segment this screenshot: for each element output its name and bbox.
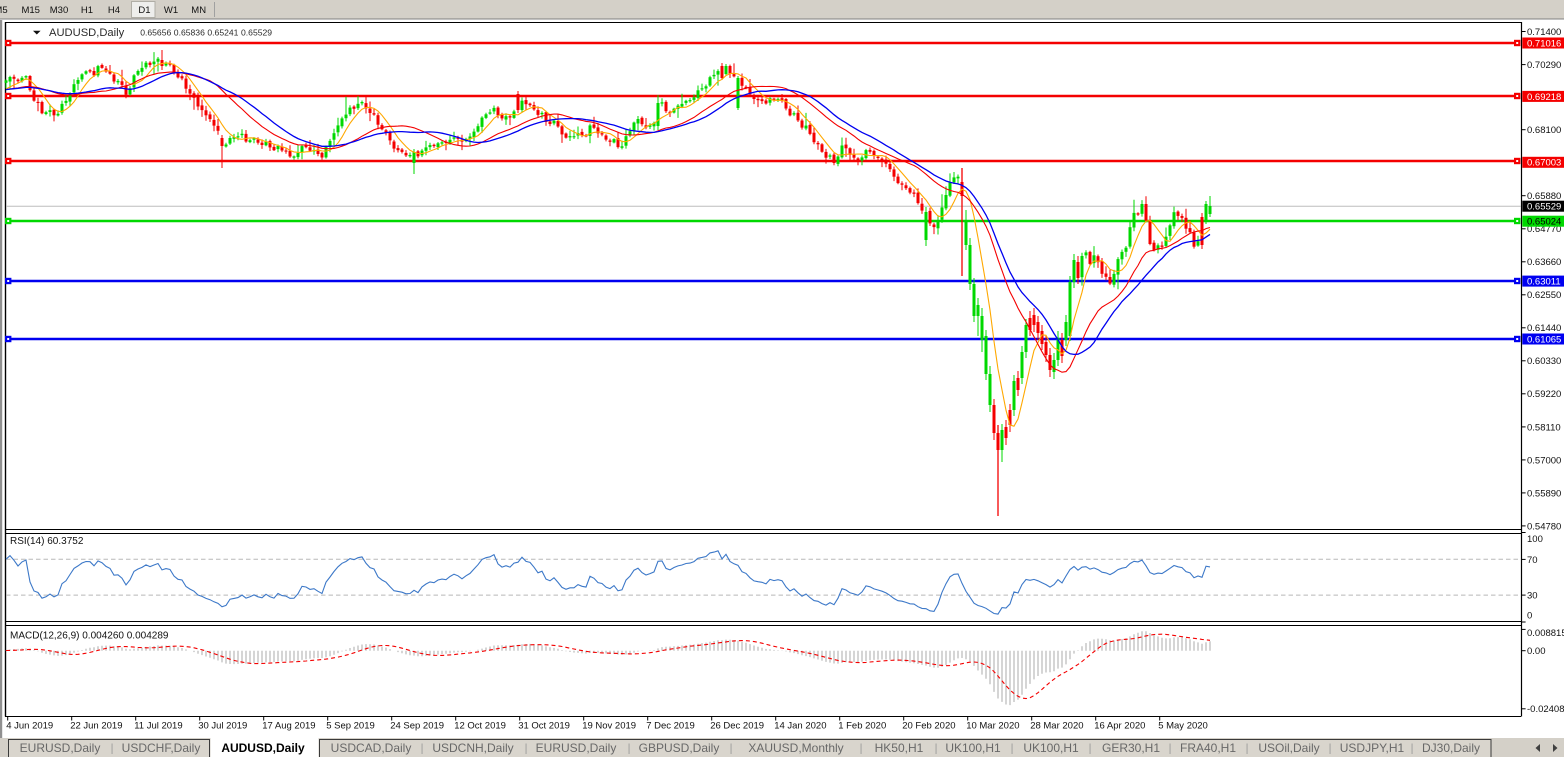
svg-text:0.008815: 0.008815: [1527, 628, 1564, 639]
svg-text:|: |: [111, 743, 114, 755]
svg-text:26 Dec 2019: 26 Dec 2019: [710, 721, 764, 732]
svg-text:|: |: [1089, 743, 1092, 755]
svg-text:USDCNH,Daily: USDCNH,Daily: [432, 741, 513, 755]
svg-text:10 Mar 2020: 10 Mar 2020: [966, 721, 1019, 732]
svg-text:USDCHF,Daily: USDCHF,Daily: [122, 741, 201, 755]
svg-text:0.65656: 0.65656: [140, 27, 171, 37]
svg-text:24 Sep 2019: 24 Sep 2019: [390, 721, 444, 732]
svg-text:HK50,H1: HK50,H1: [875, 741, 924, 755]
svg-text:M15: M15: [21, 5, 39, 16]
svg-text:AUDUSD,Daily: AUDUSD,Daily: [221, 741, 305, 755]
svg-text:1 Feb 2020: 1 Feb 2020: [838, 721, 886, 732]
svg-text:|: |: [525, 743, 528, 755]
svg-text:16 Apr 2020: 16 Apr 2020: [1094, 721, 1145, 732]
svg-text:0.65241: 0.65241: [207, 27, 238, 37]
svg-text:0: 0: [1527, 611, 1532, 622]
svg-text:4 Jun 2019: 4 Jun 2019: [6, 721, 53, 732]
svg-text:EURUSD,Daily: EURUSD,Daily: [536, 741, 617, 755]
svg-text:USOil,Daily: USOil,Daily: [1258, 741, 1319, 755]
svg-text:|: |: [935, 743, 938, 755]
svg-text:14 Jan 2020: 14 Jan 2020: [774, 721, 826, 732]
svg-text:0.57000: 0.57000: [1527, 455, 1561, 466]
svg-text:0.54780: 0.54780: [1527, 521, 1561, 532]
svg-text:|: |: [730, 743, 733, 755]
svg-text:0.63011: 0.63011: [1527, 277, 1561, 288]
svg-text:0.55890: 0.55890: [1527, 488, 1561, 499]
svg-text:|: |: [421, 743, 424, 755]
svg-text:0.65024: 0.65024: [1527, 217, 1561, 228]
svg-text:USDCAD,Daily: USDCAD,Daily: [331, 741, 412, 755]
svg-text:17 Aug 2019: 17 Aug 2019: [262, 721, 315, 732]
svg-text:19 Nov 2019: 19 Nov 2019: [582, 721, 636, 732]
svg-text:0.63660: 0.63660: [1527, 257, 1561, 268]
svg-text:AUDUSD,Daily: AUDUSD,Daily: [49, 27, 125, 39]
svg-text:0.59220: 0.59220: [1527, 389, 1561, 400]
svg-text:20 Feb 2020: 20 Feb 2020: [902, 721, 955, 732]
svg-text:30 Jul 2019: 30 Jul 2019: [198, 721, 247, 732]
svg-text:0.00: 0.00: [1527, 646, 1546, 657]
svg-text:RSI(14) 60.3752: RSI(14) 60.3752: [10, 536, 84, 547]
svg-text:|: |: [1169, 743, 1172, 755]
svg-text:5 May 2020: 5 May 2020: [1158, 721, 1208, 732]
svg-text:31 Oct 2019: 31 Oct 2019: [518, 721, 570, 732]
svg-text:GBPUSD,Daily: GBPUSD,Daily: [639, 741, 720, 755]
svg-text:0.68100: 0.68100: [1527, 125, 1561, 136]
svg-text:UK100,H1: UK100,H1: [1023, 741, 1079, 755]
svg-text:0.65836: 0.65836: [174, 27, 205, 37]
svg-text:30: 30: [1527, 591, 1538, 602]
svg-text:7 Dec 2019: 7 Dec 2019: [646, 721, 695, 732]
svg-text:MACD(12,26,9) 0.004260 0.00428: MACD(12,26,9) 0.004260 0.004289: [10, 631, 169, 642]
svg-text:MN: MN: [191, 5, 206, 16]
svg-text:DJ30,Daily: DJ30,Daily: [1422, 741, 1480, 755]
svg-text:XAUUSD,Monthly: XAUUSD,Monthly: [748, 741, 843, 755]
svg-text:0.65880: 0.65880: [1527, 191, 1561, 202]
svg-text:0.71400: 0.71400: [1527, 27, 1561, 38]
svg-text:0.60330: 0.60330: [1527, 356, 1561, 367]
svg-text:GER30,H1: GER30,H1: [1102, 741, 1160, 755]
svg-text:5 Sep 2019: 5 Sep 2019: [326, 721, 375, 732]
svg-text:70: 70: [1527, 555, 1538, 566]
svg-text:M5: M5: [0, 5, 8, 16]
svg-text:USDJPY,H1: USDJPY,H1: [1340, 741, 1405, 755]
svg-text:0.67003: 0.67003: [1527, 158, 1561, 169]
svg-text:|: |: [1329, 743, 1332, 755]
svg-text:0.62550: 0.62550: [1527, 290, 1561, 301]
svg-text:0.65529: 0.65529: [1527, 202, 1561, 213]
svg-text:0.69218: 0.69218: [1527, 92, 1561, 103]
svg-text:D1: D1: [138, 5, 150, 16]
svg-text:|: |: [1411, 743, 1414, 755]
svg-text:W1: W1: [164, 5, 178, 16]
svg-text:0.65529: 0.65529: [241, 27, 272, 37]
svg-text:|: |: [860, 743, 863, 755]
svg-text:EURUSD,Daily: EURUSD,Daily: [20, 741, 101, 755]
svg-text:UK100,H1: UK100,H1: [945, 741, 1001, 755]
svg-text:M30: M30: [50, 5, 68, 16]
svg-text:-0.024082: -0.024082: [1527, 704, 1564, 715]
svg-text:H1: H1: [81, 5, 93, 16]
svg-text:H4: H4: [108, 5, 120, 16]
svg-text:0.58110: 0.58110: [1527, 422, 1561, 433]
svg-text:28 Mar 2020: 28 Mar 2020: [1030, 721, 1083, 732]
svg-text:0.64770: 0.64770: [1527, 224, 1561, 235]
svg-text:|: |: [628, 743, 631, 755]
svg-text:0.61440: 0.61440: [1527, 323, 1561, 334]
svg-text:22 Jun 2019: 22 Jun 2019: [70, 721, 122, 732]
svg-text:0.61065: 0.61065: [1527, 334, 1561, 345]
svg-text:11 Jul 2019: 11 Jul 2019: [134, 721, 182, 732]
svg-text:12 Oct 2019: 12 Oct 2019: [454, 721, 506, 732]
svg-text:0.71016: 0.71016: [1527, 38, 1561, 49]
svg-text:100: 100: [1527, 534, 1543, 545]
svg-text:FRA40,H1: FRA40,H1: [1180, 741, 1236, 755]
svg-text:0.70290: 0.70290: [1527, 60, 1561, 71]
svg-text:|: |: [1011, 743, 1014, 755]
svg-text:|: |: [1246, 743, 1249, 755]
